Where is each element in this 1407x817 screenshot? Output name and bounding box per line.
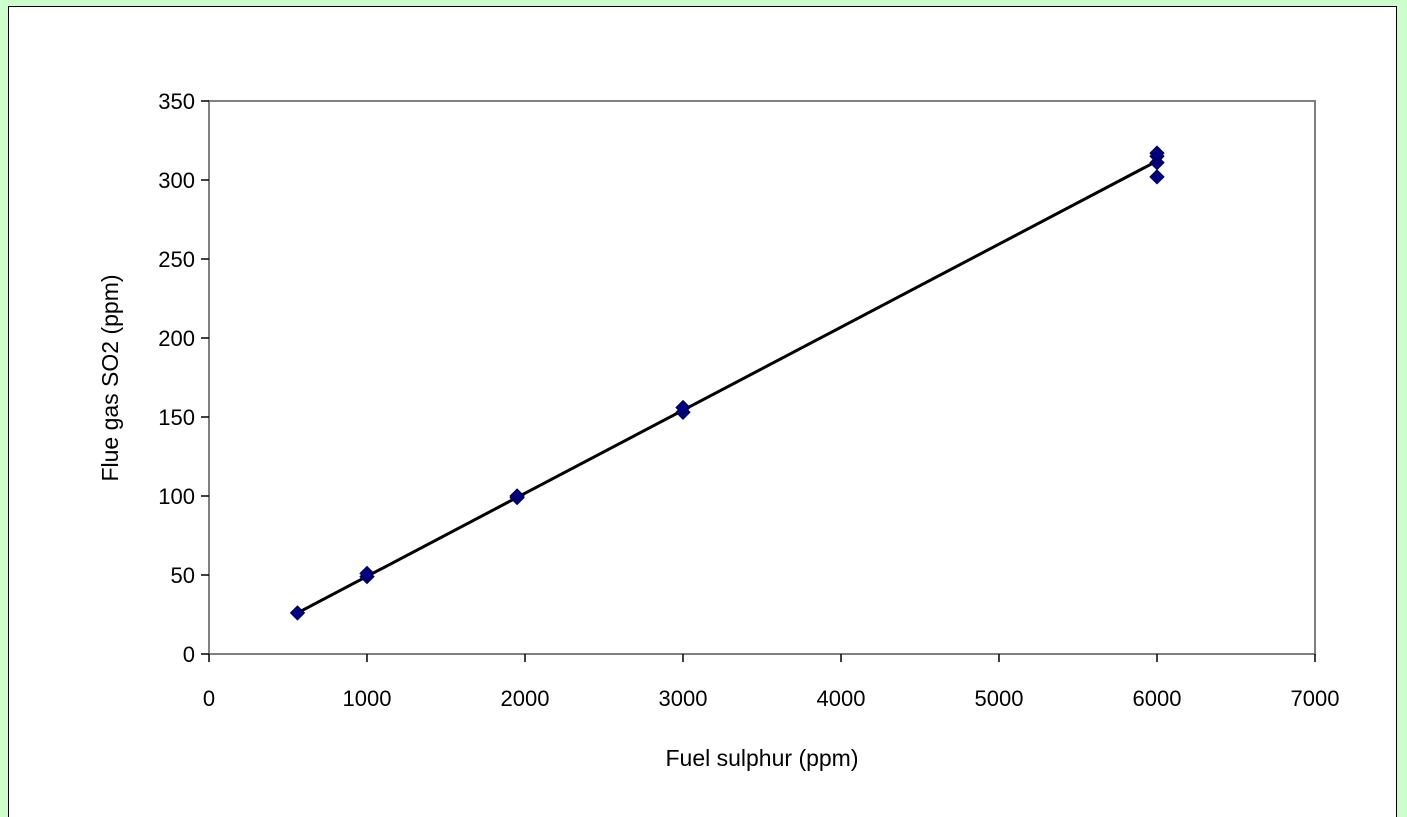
trendline bbox=[296, 159, 1158, 615]
data-point-diamond bbox=[1149, 145, 1165, 161]
y-tick-label: 0 bbox=[183, 642, 195, 667]
x-tick-label: 4000 bbox=[817, 686, 866, 711]
data-point-diamond bbox=[289, 605, 306, 621]
x-tick-label: 5000 bbox=[975, 686, 1024, 711]
data-point-diamond bbox=[509, 488, 525, 504]
y-tick-label: 350 bbox=[158, 89, 195, 114]
y-axis: 0 50 100 150 200 250 300 350 bbox=[158, 89, 209, 667]
x-tick-label: 2000 bbox=[501, 686, 550, 711]
data-point-diamond bbox=[675, 399, 691, 416]
trendline-group bbox=[296, 159, 1158, 615]
y-tick-label: 150 bbox=[158, 405, 195, 430]
x-tick-label: 0 bbox=[203, 686, 215, 711]
data-point-diamond bbox=[1149, 169, 1165, 185]
x-tick-label: 6000 bbox=[1133, 686, 1182, 711]
x-axis-title: Fuel sulphur (ppm) bbox=[665, 745, 858, 771]
y-tick-label: 50 bbox=[171, 563, 195, 588]
x-tick-label: 7000 bbox=[1291, 686, 1340, 711]
x-axis: 0 1000 2000 3000 4000 5000 6000 7000 bbox=[203, 654, 1340, 711]
y-tick-label: 300 bbox=[158, 168, 195, 193]
data-point-diamond bbox=[359, 565, 375, 582]
x-tick-label: 1000 bbox=[343, 686, 392, 711]
y-tick-label: 100 bbox=[158, 484, 195, 509]
y-tick-label: 250 bbox=[158, 247, 195, 272]
y-axis-title: Flue gas SO2 (ppm) bbox=[97, 274, 123, 481]
data-points bbox=[289, 145, 1165, 621]
x-tick-label: 3000 bbox=[659, 686, 708, 711]
y-tick-label: 200 bbox=[158, 326, 195, 351]
